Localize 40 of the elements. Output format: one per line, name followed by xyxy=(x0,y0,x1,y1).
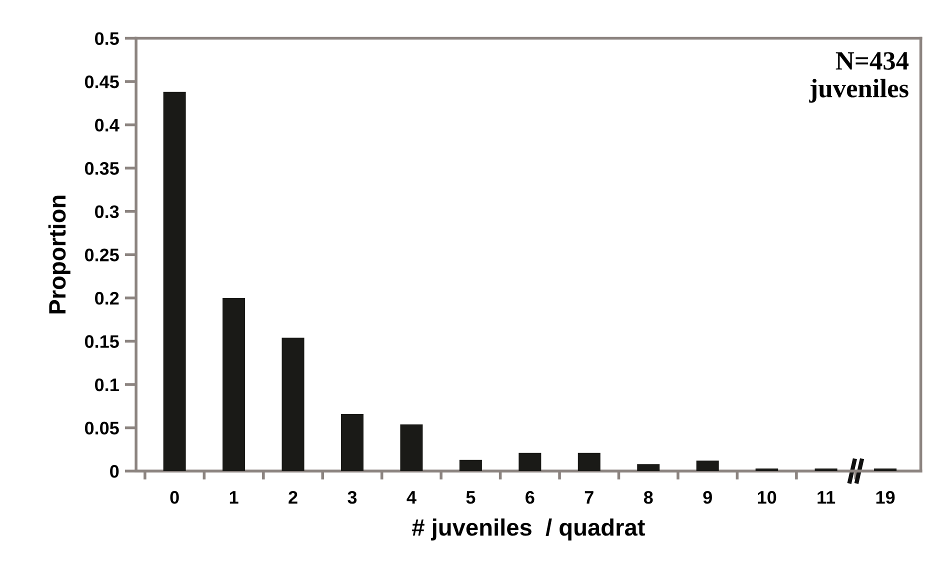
y-tick-label: 0.2 xyxy=(95,292,119,305)
y-tick-label: 0 xyxy=(110,465,119,478)
bar xyxy=(874,468,897,472)
x-tick-label: 8 xyxy=(644,490,653,504)
bar xyxy=(400,424,423,472)
x-tick-label: 2 xyxy=(288,490,298,504)
bar xyxy=(282,338,304,472)
bar xyxy=(222,298,246,472)
x-tick-label: 19 xyxy=(876,490,895,504)
bar xyxy=(756,468,778,472)
bar xyxy=(637,464,660,472)
y-tick-label: 0.05 xyxy=(84,422,119,435)
x-tick-label: 0 xyxy=(170,490,179,504)
bar xyxy=(518,452,542,472)
y-tick-label: 0.35 xyxy=(84,162,119,175)
x-tick-label: 3 xyxy=(348,490,357,504)
bar xyxy=(814,468,838,472)
bar xyxy=(696,460,719,472)
y-tick-label: 0.3 xyxy=(95,205,119,218)
y-axis-title: Proportion xyxy=(48,196,70,314)
x-tick-label: 1 xyxy=(230,491,238,504)
y-tick-label: 0.15 xyxy=(84,335,119,348)
bar xyxy=(578,452,600,472)
bar xyxy=(340,414,364,472)
x-tick-label: 11 xyxy=(818,491,836,504)
x-tick-label: 9 xyxy=(703,490,712,504)
bar xyxy=(459,460,482,472)
x-tick-label: 5 xyxy=(466,491,476,504)
y-tick-label: 0.25 xyxy=(84,248,119,262)
x-tick-label: 10 xyxy=(758,490,776,504)
y-tick-label: 0.5 xyxy=(95,32,119,45)
annotation: N=434 juveniles xyxy=(809,52,909,103)
x-axis-title: # juveniles / quadrat xyxy=(412,518,645,540)
x-tick-label: 7 xyxy=(584,491,594,504)
y-tick-label: 0.4 xyxy=(95,118,120,132)
x-tick-label: 4 xyxy=(406,491,416,504)
y-tick-label: 0.45 xyxy=(84,75,119,88)
y-tick-label: 0.1 xyxy=(95,378,119,392)
x-tick-label: 6 xyxy=(526,490,534,504)
bar xyxy=(163,92,186,472)
